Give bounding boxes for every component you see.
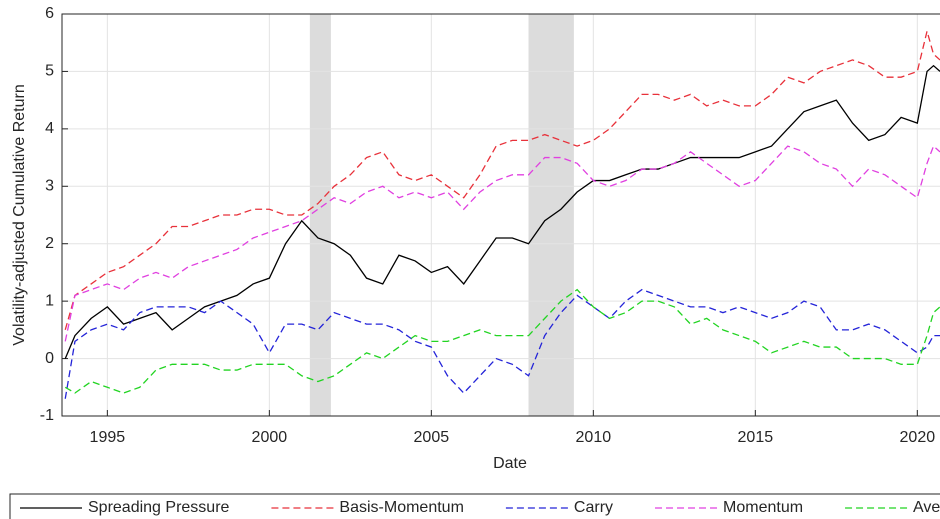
y-tick-label: 3 [45, 178, 54, 195]
legend-label: Basis-Momentum [339, 499, 463, 516]
x-tick-label: 1995 [90, 429, 126, 446]
series-line [64, 64, 940, 359]
series-lines [64, 28, 940, 399]
x-tick-label: 2000 [252, 429, 288, 446]
plot-frame [61, 13, 940, 417]
y-tick-label: 6 [45, 5, 54, 22]
x-tick-label: 2015 [738, 429, 774, 446]
plot-area [62, 14, 940, 416]
legend-label: Average [913, 499, 940, 516]
legend-label: Momentum [723, 499, 803, 516]
legend-box [9, 493, 940, 519]
series-line [64, 28, 940, 331]
y-axis-label: Volatility-adjusted Cumulative Return [11, 84, 28, 345]
y-tick-label: 2 [45, 235, 54, 252]
shaded-regions [309, 14, 574, 416]
legend: Spreading Pressure Basis-Momentum Carry Mom… [20, 499, 940, 516]
y-tick-label: 1 [45, 292, 54, 309]
x-axis-label: Date [493, 455, 527, 472]
x-tick-label: 2020 [900, 429, 936, 446]
shaded-region [528, 14, 574, 416]
x-tick-label: 2005 [414, 429, 450, 446]
x-tick-label: 2010 [576, 429, 612, 446]
y-tick-label: 4 [45, 120, 54, 137]
legend-label: Spreading Pressure [88, 499, 230, 516]
y-tick-label: -1 [40, 407, 54, 424]
shaded-region [309, 14, 331, 416]
series-line [64, 144, 940, 342]
legend-label: Carry [574, 499, 613, 516]
y-tick-label: 0 [45, 350, 54, 367]
series-line [64, 288, 940, 399]
y-tick-label: 5 [45, 63, 54, 80]
series-line [64, 288, 940, 394]
